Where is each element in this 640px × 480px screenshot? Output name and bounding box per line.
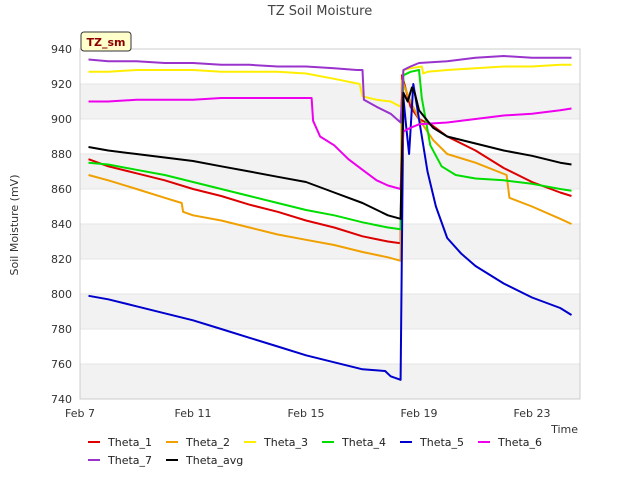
y-tick-label: 920: [51, 78, 72, 91]
legend-label-theta-7: Theta_7: [107, 454, 152, 467]
grid-band: [80, 294, 580, 329]
grid-band: [80, 224, 580, 259]
y-tick-label: 820: [51, 253, 72, 266]
y-tick-label: 840: [51, 218, 72, 231]
series-line-theta-6: [88, 97, 572, 190]
legend-label-theta-3: Theta_3: [263, 436, 308, 449]
grid-band: [80, 364, 580, 399]
y-tick-label: 900: [51, 113, 72, 126]
site-badge-label: TZ_sm: [87, 36, 126, 49]
x-axis-label: Time: [550, 423, 578, 436]
y-axis-label: Soil Moisture (mV): [8, 175, 21, 276]
y-tick-label: 780: [51, 323, 72, 336]
series-lines: [88, 55, 573, 381]
plot-frame: [79, 48, 581, 400]
series-line-theta-2: [88, 79, 572, 262]
series-line-theta-7: [88, 55, 572, 124]
y-tick-label: 940: [51, 43, 72, 56]
site-badge: TZ_sm: [80, 31, 132, 52]
y-tick-label: 800: [51, 288, 72, 301]
series-line-theta-3: [88, 63, 572, 108]
legend-label-theta-1: Theta_1: [107, 436, 152, 449]
series-line-theta-1: [88, 74, 572, 245]
legend: Theta_1 Theta_2 Theta_3 Theta_4 Theta_5 Theta…: [88, 436, 542, 467]
legend-label-theta-avg: Theta_avg: [185, 454, 243, 467]
y-tick-label: 740: [51, 393, 72, 406]
x-tick-label: Feb 7: [65, 407, 95, 420]
grid-band: [80, 84, 580, 119]
series-line-theta-avg: [88, 86, 572, 220]
legend-label-theta-2: Theta_2: [185, 436, 230, 449]
legend-label-theta-5: Theta_5: [419, 436, 464, 449]
y-axis-ticks: 740 760 780 800 820 840 860 880 900 920 940: [51, 43, 72, 406]
legend-label-theta-4: Theta_4: [341, 436, 386, 449]
x-tick-label: Feb 15: [287, 407, 324, 420]
x-axis-ticks: Feb 7 Feb 11 Feb 15 Feb 19 Feb 23: [65, 407, 550, 420]
x-tick-label: Feb 23: [513, 407, 550, 420]
legend-label-theta-6: Theta_6: [497, 436, 542, 449]
y-tick-label: 760: [51, 358, 72, 371]
series-line-theta-4: [88, 69, 572, 231]
x-tick-label: Feb 19: [400, 407, 437, 420]
chart-title: TZ Soil Moisture: [267, 4, 373, 19]
y-tick-label: 880: [51, 148, 72, 161]
x-tick-label: Feb 11: [175, 407, 212, 420]
y-tick-label: 860: [51, 183, 72, 196]
grid-band: [80, 154, 580, 189]
